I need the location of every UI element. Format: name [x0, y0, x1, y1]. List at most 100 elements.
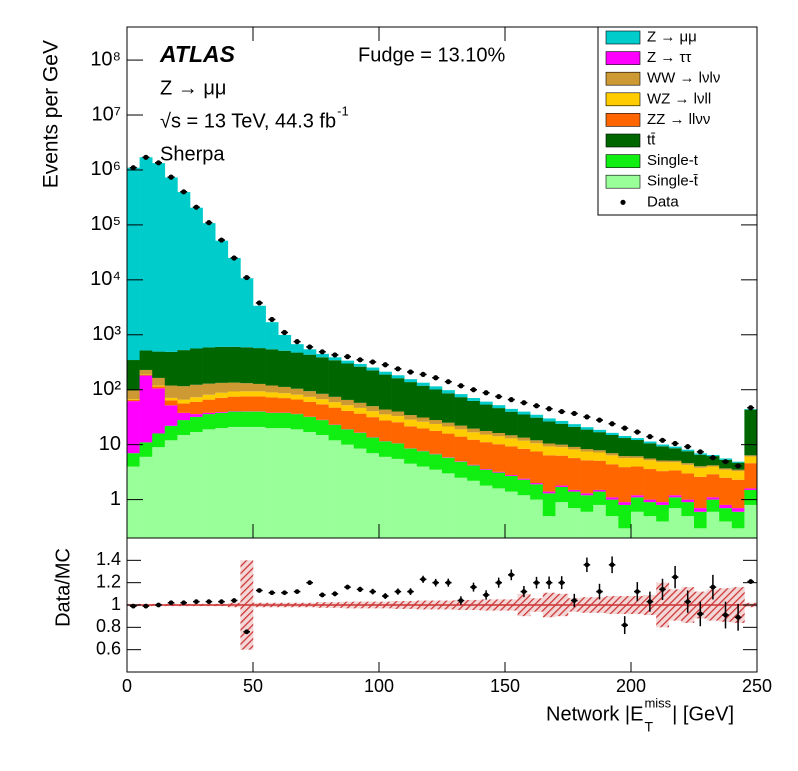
stack-segment	[492, 433, 506, 437]
stack-segment	[479, 434, 493, 443]
ratio-point	[634, 589, 640, 594]
stack-segment	[492, 471, 506, 473]
stack-segment	[706, 465, 720, 467]
stack-segment	[618, 467, 632, 503]
stack-segment	[731, 461, 745, 463]
stack-segment	[605, 516, 619, 538]
stack-segment	[416, 428, 430, 451]
stack-segment	[731, 479, 745, 509]
ratio-point	[219, 599, 224, 605]
stack-segment	[139, 374, 153, 376]
stack-segment	[127, 453, 140, 467]
y-tick-label: 1	[111, 594, 121, 614]
stack-segment	[215, 392, 229, 398]
main-plot	[127, 154, 757, 538]
stack-segment	[341, 399, 355, 406]
stack-segment	[542, 418, 556, 422]
stack-segment	[605, 464, 619, 498]
x-tick-label: 0	[122, 676, 132, 696]
ratio-point	[193, 599, 199, 605]
stack-segment	[265, 349, 279, 386]
stack-segment	[404, 379, 418, 383]
stack-segment	[530, 417, 544, 441]
data-point	[458, 383, 464, 389]
legend-swatch	[605, 174, 641, 189]
stack-segment	[580, 493, 594, 496]
data-point	[206, 220, 212, 226]
ratio-point	[433, 580, 439, 586]
stack-segment	[328, 396, 342, 403]
stack-segment	[694, 467, 707, 477]
data-point	[382, 362, 388, 368]
stack-segment	[202, 399, 216, 413]
data-point	[319, 349, 325, 355]
data-point	[584, 414, 590, 420]
ratio-point	[282, 590, 287, 596]
stack-segment	[202, 383, 216, 395]
stack-segment	[731, 508, 745, 512]
stack-segment	[240, 426, 254, 538]
stack-segment	[328, 357, 342, 361]
stack-segment	[152, 351, 166, 378]
stack-segment	[593, 432, 607, 451]
data-point	[130, 165, 136, 171]
stack-segment	[492, 436, 506, 445]
stack-segment	[177, 386, 191, 400]
stack-segment	[568, 426, 581, 447]
x-axis-label: Network |E	[546, 703, 643, 725]
stack-segment	[681, 449, 695, 452]
stack-segment	[127, 390, 140, 400]
stack-segment	[605, 434, 619, 454]
stack-segment	[278, 428, 292, 538]
y-axis-label: Events per GeV	[40, 40, 63, 188]
ratio-point	[206, 599, 212, 605]
stack-segment	[731, 511, 745, 529]
ratio-point	[672, 574, 678, 580]
stack-segment	[656, 444, 670, 447]
stack-segment	[240, 383, 254, 392]
ratio-point	[483, 592, 489, 598]
ratio-point	[420, 576, 426, 582]
stack-segment	[265, 397, 279, 413]
stack-segment	[379, 441, 392, 457]
stack-segment	[454, 394, 468, 398]
ratio-point	[370, 589, 376, 594]
stack-segment	[227, 257, 241, 347]
stack-segment	[127, 360, 140, 391]
stack-segment	[139, 442, 153, 457]
stack-segment	[454, 477, 468, 538]
stack-segment	[215, 397, 229, 413]
stack-segment	[467, 428, 481, 433]
stack-segment	[681, 502, 695, 517]
data-point	[533, 403, 540, 409]
data-point	[445, 379, 451, 385]
stack-segment	[631, 456, 644, 459]
data-point	[244, 274, 250, 281]
ratio-point	[647, 599, 653, 605]
legend-swatch	[605, 30, 641, 45]
stack-segment	[290, 414, 304, 430]
data-point	[294, 339, 300, 345]
y-tick-label: 10	[99, 433, 121, 455]
stack-segment	[706, 466, 720, 475]
stack-segment	[694, 476, 707, 509]
legend-label: WZ → lνll	[647, 90, 711, 107]
stack-segment	[605, 455, 619, 465]
stack-segment	[530, 443, 544, 452]
stack-segment	[164, 385, 178, 398]
stack-segment	[668, 508, 682, 538]
stack-segment	[341, 363, 355, 400]
stack-segment	[265, 322, 279, 350]
ratio-point	[408, 589, 413, 594]
stack-segment	[215, 240, 229, 347]
stack-segment	[240, 411, 254, 427]
y-tick-label: 10⁵	[90, 213, 121, 235]
ratio-point	[319, 592, 325, 598]
data-point	[647, 434, 653, 440]
ratio-point	[130, 603, 136, 609]
stack-segment	[580, 460, 594, 494]
stack-segment	[681, 473, 695, 500]
data-point	[155, 160, 162, 166]
